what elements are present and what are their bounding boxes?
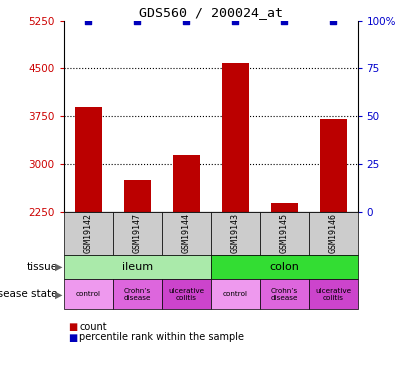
- Text: ■: ■: [68, 333, 77, 342]
- Bar: [320, 119, 346, 212]
- Bar: [270, 203, 298, 212]
- Text: count: count: [79, 322, 107, 332]
- Text: colon: colon: [269, 262, 299, 272]
- Title: GDS560 / 200024_at: GDS560 / 200024_at: [139, 6, 283, 20]
- Text: ulcerative
colitis: ulcerative colitis: [315, 288, 351, 301]
- Bar: [124, 180, 151, 212]
- Text: tissue: tissue: [26, 262, 58, 272]
- Text: GSM19142: GSM19142: [84, 213, 93, 254]
- Text: GSM19146: GSM19146: [328, 213, 337, 254]
- Text: GSM19145: GSM19145: [279, 213, 289, 254]
- Text: ileum: ileum: [122, 262, 153, 272]
- Point: [330, 18, 336, 24]
- Text: Crohn’s
disease: Crohn’s disease: [123, 288, 151, 301]
- Text: ▶: ▶: [55, 262, 62, 272]
- Point: [134, 18, 141, 24]
- Text: GSM19143: GSM19143: [231, 213, 240, 254]
- Point: [183, 18, 189, 24]
- Text: GSM19147: GSM19147: [133, 213, 142, 254]
- Text: ulcerative
colitis: ulcerative colitis: [168, 288, 204, 301]
- Text: ▶: ▶: [55, 290, 62, 299]
- Text: ■: ■: [68, 322, 77, 332]
- Point: [85, 18, 92, 24]
- Point: [281, 18, 287, 24]
- Bar: [173, 154, 200, 212]
- Text: control: control: [76, 291, 101, 297]
- Text: percentile rank within the sample: percentile rank within the sample: [79, 333, 244, 342]
- Text: GSM19144: GSM19144: [182, 213, 191, 254]
- Text: disease state: disease state: [0, 290, 58, 299]
- Point: [232, 18, 238, 24]
- Bar: [222, 63, 249, 212]
- Text: Crohn’s
disease: Crohn’s disease: [270, 288, 298, 301]
- Text: control: control: [223, 291, 247, 297]
- Bar: [75, 106, 102, 212]
